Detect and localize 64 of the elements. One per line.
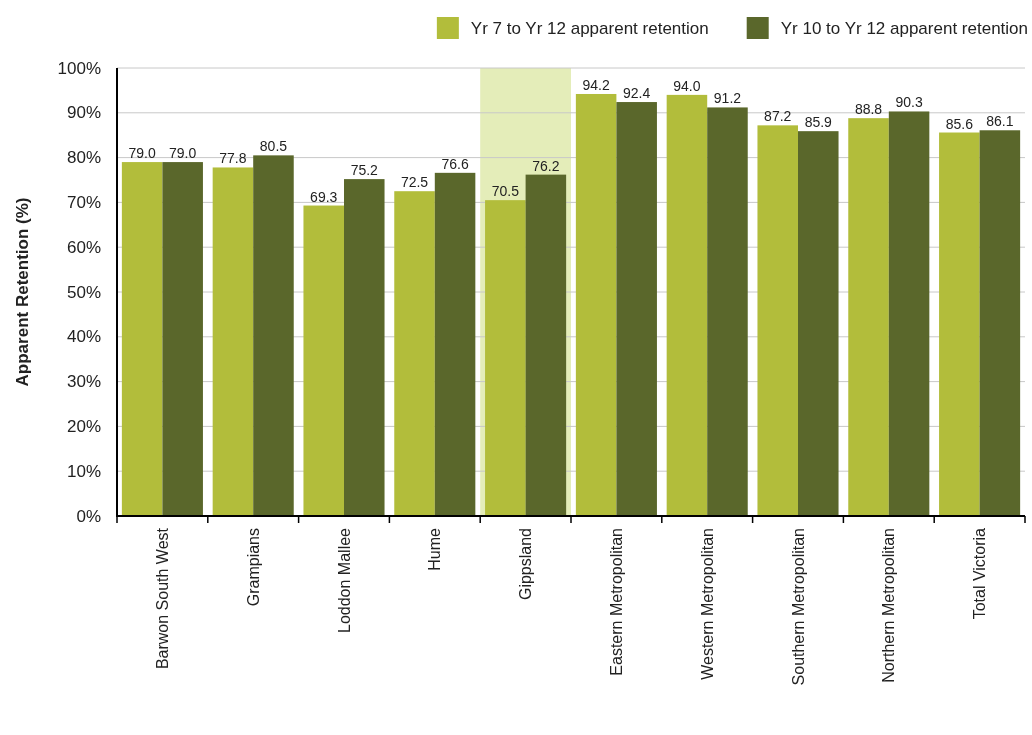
data-label: 94.0 <box>673 77 701 94</box>
data-label: 76.6 <box>441 155 469 172</box>
bar <box>394 191 435 516</box>
y-tick-label: 60% <box>66 237 101 257</box>
x-tick-label: Western Metropolitan <box>698 528 716 680</box>
data-label: 69.3 <box>310 188 338 205</box>
data-label: 76.2 <box>532 157 560 174</box>
bar <box>575 93 617 516</box>
data-label: 72.5 <box>400 174 429 191</box>
data-label: 80.5 <box>259 138 288 155</box>
bar <box>485 200 526 516</box>
y-tick-label: 50% <box>66 282 101 302</box>
y-tick-label: 100% <box>57 58 101 78</box>
y-tick-label: 90% <box>66 103 101 123</box>
x-tick-label: Loddon Mallee <box>335 527 353 633</box>
bar <box>888 111 930 516</box>
legend-label: Yr 7 to Yr 12 apparent retention <box>470 18 709 38</box>
bar <box>121 162 163 516</box>
bar <box>666 94 708 516</box>
bar <box>707 107 748 516</box>
bar <box>434 172 476 516</box>
bar <box>212 167 254 516</box>
y-tick-label: 80% <box>66 148 101 168</box>
bar <box>253 155 294 516</box>
data-label: 79.0 <box>128 145 156 162</box>
y-tick-label: 70% <box>66 192 101 212</box>
x-tick-label: Southern Metropolitan <box>789 528 807 686</box>
x-tick-label: Gippsland <box>517 528 535 601</box>
x-tick-label: Northern Metropolitan <box>880 528 898 683</box>
bar <box>162 162 203 516</box>
bar <box>344 179 385 516</box>
bar <box>798 131 839 516</box>
data-label: 77.8 <box>219 150 247 167</box>
data-label: 94.2 <box>582 76 610 93</box>
data-label: 91.2 <box>713 90 742 107</box>
x-tick-label: Total Victoria <box>971 527 989 620</box>
bar <box>616 102 657 516</box>
data-label: 79.0 <box>169 145 197 162</box>
bar <box>939 132 980 516</box>
bar <box>848 118 889 516</box>
y-tick-label: 30% <box>66 372 101 392</box>
x-tick-label: Barwon South West <box>153 527 171 670</box>
x-tick-label: Grampians <box>244 528 262 607</box>
data-label: 86.1 <box>986 113 1014 130</box>
data-label: 88.8 <box>854 101 883 118</box>
y-tick-label: 40% <box>66 327 101 347</box>
y-axis-title: Apparent Retention (%) <box>12 197 32 387</box>
bar <box>525 174 567 516</box>
legend-label: Yr 10 to Yr 12 apparent retention <box>780 18 1028 38</box>
data-label: 85.6 <box>945 115 974 132</box>
y-tick-label: 0% <box>76 506 101 526</box>
bar <box>979 130 1021 516</box>
data-label: 85.9 <box>804 114 833 131</box>
data-label: 70.5 <box>491 183 520 200</box>
bar <box>303 205 344 516</box>
y-tick-label: 20% <box>66 416 101 436</box>
x-tick-label: Eastern Metropolitan <box>607 528 625 676</box>
y-tick-label: 10% <box>66 461 101 481</box>
data-label: 87.2 <box>764 108 792 125</box>
data-label: 90.3 <box>895 94 923 111</box>
bar <box>757 125 798 516</box>
data-label: 75.2 <box>350 162 379 179</box>
data-label: 92.4 <box>623 85 651 102</box>
x-tick-label: Hume <box>426 527 444 571</box>
